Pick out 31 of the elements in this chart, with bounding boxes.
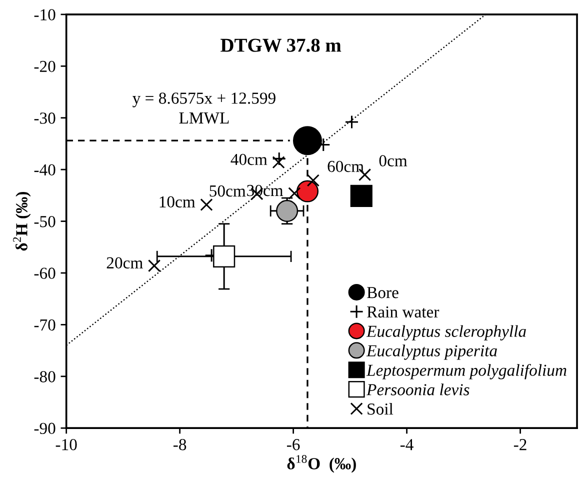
legend-label: Bore bbox=[367, 287, 398, 298]
legend-label: Rain water bbox=[367, 306, 440, 318]
legend-label: Persoonia levis bbox=[366, 384, 470, 396]
x-tick-label: -6 bbox=[286, 439, 300, 450]
x-tick-label: -8 bbox=[173, 438, 186, 450]
annotation: 0cm bbox=[379, 155, 408, 166]
x-tick-label: -2 bbox=[514, 439, 526, 450]
y-tick-label: -80 bbox=[34, 371, 56, 382]
x-axis-title: δ$^{18}$O (‰) bbox=[287, 455, 356, 473]
annotation: 10cm bbox=[160, 196, 196, 208]
y-tick-label: -70 bbox=[34, 319, 56, 331]
x-tick-label: -10 bbox=[56, 438, 77, 450]
legend-label: Eucalyptus sclerophylla bbox=[366, 325, 526, 340]
annotation: y = 8.6575x + 12.599 LMWL bbox=[132, 92, 276, 124]
legend-label: Leptospermum polygalifolium bbox=[366, 364, 566, 380]
annotation: 50cm bbox=[210, 185, 246, 197]
text: DTGW 37.8 m bbox=[220, 38, 342, 52]
x-tick-label: -4 bbox=[400, 439, 414, 450]
y-tick-label: -50 bbox=[34, 216, 56, 228]
y-tick-label: -10 bbox=[34, 9, 56, 20]
annotation: 40cm bbox=[230, 154, 268, 166]
y-tick-label: -60 bbox=[34, 268, 56, 279]
annotation: 60cm bbox=[328, 160, 364, 172]
y-tick-label: -90 bbox=[34, 422, 56, 434]
y-tick-label: -20 bbox=[34, 60, 56, 72]
y-tick-label: -30 bbox=[34, 112, 56, 124]
y-tick-label: -40 bbox=[34, 164, 56, 176]
y-axis-title: δ$^{2}$H (‰) bbox=[13, 192, 31, 251]
legend-label: Soil bbox=[368, 402, 394, 415]
annotation: 20cm bbox=[106, 257, 143, 269]
legend-label: Eucalyptus piperita bbox=[366, 344, 497, 360]
